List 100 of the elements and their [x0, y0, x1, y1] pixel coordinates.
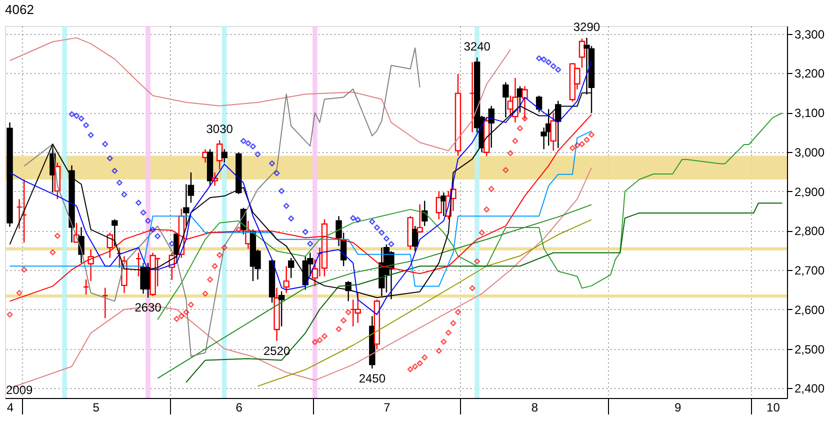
- candlestick: [82, 278, 90, 296]
- point: [50, 249, 56, 256]
- point: [78, 116, 84, 122]
- point: [378, 230, 385, 236]
- point: [236, 226, 242, 232]
- candlestick: [536, 95, 542, 113]
- point: [374, 224, 380, 230]
- point: [322, 333, 328, 340]
- line-series: [257, 219, 592, 387]
- point: [436, 348, 442, 354]
- point: [274, 170, 280, 176]
- point: [112, 168, 118, 174]
- point: [178, 313, 184, 320]
- point: [283, 202, 290, 209]
- point: [345, 309, 352, 316]
- point: [250, 144, 256, 150]
- candlestick: [436, 190, 442, 220]
- point: [584, 136, 590, 143]
- point: [446, 330, 452, 336]
- candlestick: [488, 105, 494, 148]
- candlestick: [578, 38, 586, 68]
- y-tick-label: 2,900: [794, 184, 825, 199]
- point: [422, 354, 428, 360]
- point: [507, 150, 514, 156]
- point: [174, 316, 180, 322]
- point: [569, 145, 576, 151]
- x-tick-label: 9: [674, 400, 682, 414]
- point: [212, 263, 218, 270]
- candlestick: [412, 225, 418, 252]
- point: [469, 285, 476, 292]
- y-tick-label: 2,400: [794, 382, 825, 396]
- point: [116, 180, 122, 186]
- annotation: 2630: [134, 300, 162, 315]
- point: [388, 241, 394, 248]
- x-tick-label: 7: [384, 400, 391, 414]
- point: [307, 240, 314, 247]
- annotation: 3240: [464, 39, 491, 54]
- point: [336, 326, 342, 332]
- point: [550, 63, 556, 70]
- point: [188, 302, 194, 308]
- candlestick: [20, 178, 28, 244]
- chart-title: 4062: [5, 2, 34, 17]
- x-tick-label: 5: [92, 400, 100, 414]
- candlestick: [288, 257, 294, 279]
- y-tick-label: 2,700: [794, 264, 825, 278]
- point: [68, 111, 75, 118]
- point: [316, 337, 323, 344]
- point: [384, 236, 390, 242]
- point: [350, 215, 356, 222]
- point: [269, 160, 275, 166]
- point: [546, 59, 552, 66]
- point: [574, 142, 580, 148]
- point: [579, 141, 585, 148]
- point: [121, 192, 128, 198]
- point: [106, 155, 113, 162]
- point: [288, 216, 294, 222]
- point: [302, 228, 308, 235]
- point: [412, 364, 418, 370]
- annotation: 2009: [6, 383, 34, 397]
- candlestick: [88, 248, 94, 282]
- point: [168, 240, 175, 247]
- candlestick: [135, 252, 142, 277]
- point: [216, 252, 223, 258]
- candlestick: [522, 86, 528, 120]
- point: [254, 151, 261, 158]
- point: [416, 360, 423, 366]
- y-tick-label: 3,100: [794, 106, 825, 120]
- point: [245, 140, 252, 146]
- candlestick: [469, 62, 476, 133]
- point: [555, 66, 562, 73]
- point: [354, 216, 361, 223]
- point: [474, 258, 480, 264]
- point: [221, 244, 228, 251]
- point: [522, 116, 528, 122]
- point: [484, 206, 490, 212]
- y-tick-label: 2,600: [794, 302, 825, 317]
- candlestick: [550, 112, 556, 152]
- x-tick-label: 6: [236, 400, 243, 414]
- candlestick: [283, 266, 290, 294]
- candlestick: [112, 218, 118, 247]
- point: [102, 141, 108, 148]
- point: [450, 320, 456, 326]
- point: [502, 167, 509, 174]
- point: [536, 55, 542, 62]
- point: [478, 230, 485, 236]
- point: [512, 138, 518, 144]
- y-tick-label: 3,300: [794, 27, 825, 42]
- point: [440, 338, 447, 345]
- point: [369, 218, 376, 225]
- point: [83, 122, 90, 128]
- point: [240, 138, 246, 144]
- y-tick-label: 3,200: [794, 66, 825, 81]
- point: [88, 132, 94, 138]
- line-series: [9, 37, 511, 152]
- point: [202, 290, 208, 297]
- line-series: [186, 202, 783, 383]
- point: [145, 218, 151, 224]
- point: [150, 226, 156, 232]
- annotation: 2450: [358, 371, 386, 386]
- y-tick-label: 2,500: [794, 342, 825, 356]
